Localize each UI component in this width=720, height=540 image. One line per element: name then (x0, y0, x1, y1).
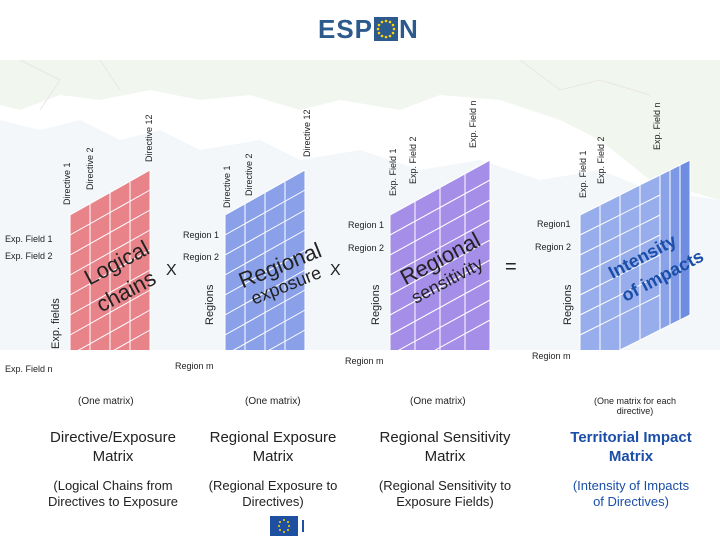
espon-logo: ESP N (318, 14, 419, 44)
logo-text-left: ESP (318, 13, 374, 44)
matrix3-row-label-2: Region 2 (348, 243, 385, 253)
matrix4-subtitle: (Intensity of Impacts of Directives) (572, 478, 690, 509)
matrix3-subtitle: (Regional Sensitivity to Exposure Fields… (378, 478, 512, 509)
logo-text-right: N (399, 13, 419, 44)
matrix4-caption: (One matrix for each directive) (593, 396, 677, 416)
matrix2-axis-label: Regions (204, 284, 216, 325)
matrix3-axis-label: Regions (370, 284, 382, 325)
matrix2-gridlines (224, 182, 306, 350)
matrix3-col-label-2: Exp. Field 2 (408, 136, 418, 184)
eu-flag-icon (270, 516, 298, 536)
eu-star-circle-icon (374, 17, 399, 41)
map-background (0, 60, 720, 350)
matrix2-row-label-3: Region m (175, 361, 214, 371)
matrix3-caption: (One matrix) (410, 396, 466, 407)
matrix3-row-label-1: Region 1 (348, 220, 385, 230)
matrix1-row-label-1: Exp. Field 1 (5, 234, 53, 244)
matrix2-caption: (One matrix) (245, 396, 301, 407)
matrix4-title: Territorial Impact Matrix (570, 429, 692, 465)
matrix3-row-label-3: Region m (345, 356, 384, 366)
matrix3-title: Regional Sensitivity Matrix (379, 429, 511, 465)
multiply-operator-2: X (330, 262, 341, 279)
matrix2-col-label-1: Directive 1 (222, 165, 232, 208)
matrix2-col-label-3: Directive 12 (302, 109, 312, 157)
equals-operator: = (505, 256, 517, 278)
matrix4-row-label-2: Region 2 (535, 242, 572, 252)
multiply-operator-1: X (166, 262, 177, 279)
matrix2-title: Regional Exposure Matrix (209, 429, 337, 465)
matrix1-title: Directive/Exposure Matrix (50, 429, 176, 465)
header: ESP N (0, 0, 720, 60)
matrix4-row-label-1: Region1 (537, 219, 571, 229)
matrix1-col-label-1: Directive 1 (62, 162, 72, 205)
footer (0, 510, 720, 540)
matrix2-row-label-2: Region 2 (183, 252, 220, 262)
matrix3-gridlines (389, 174, 491, 350)
matrix1-axis-label: Exp. fields (50, 298, 62, 349)
matrix2-row-label-1: Region 1 (183, 230, 220, 240)
matrix1-col-label-2: Directive 2 (85, 147, 95, 190)
matrix1-row-label-2: Exp. Field 2 (5, 251, 53, 261)
matrix4-col-label-2: Exp. Field 2 (596, 136, 606, 184)
matrix4-col-label-1: Exp. Field 1 (578, 150, 588, 198)
matrix1-row-label-3: Exp. Field n (5, 364, 53, 374)
diagram-canvas (0, 60, 720, 350)
matrix1-caption: (One matrix) (78, 396, 134, 407)
matrix3-col-label-1: Exp. Field 1 (388, 148, 398, 196)
matrix4-row-label-3: Region m (532, 351, 571, 361)
matrix3-col-label-3: Exp. Field n (468, 100, 478, 148)
matrix1-col-label-3: Directive 12 (144, 114, 154, 162)
matrix1-gridlines (69, 182, 151, 350)
matrix4-col-label-3: Exp. Field n (652, 102, 662, 150)
matrix4-gridlines (579, 185, 661, 350)
matrix2-subtitle: (Regional Exposure to Directives) (208, 478, 338, 509)
matrix2-col-label-2: Directive 2 (244, 153, 254, 196)
matrix4-axis-label: Regions (562, 284, 574, 325)
footer-bar (302, 520, 414, 532)
